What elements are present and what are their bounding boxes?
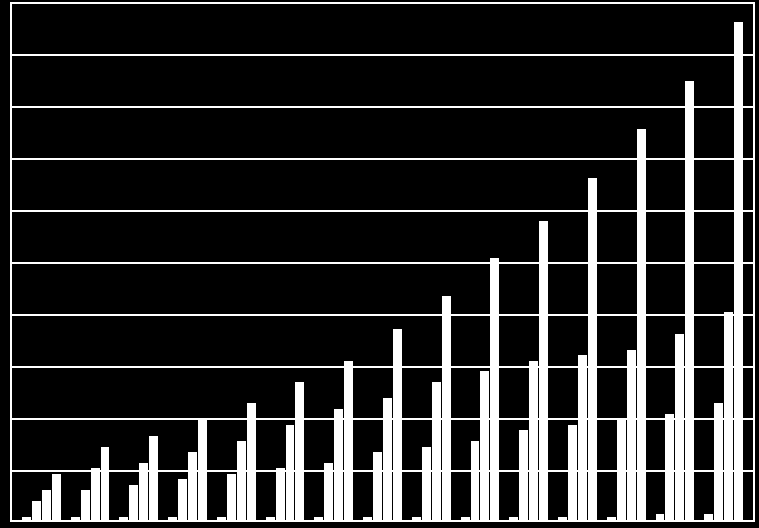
gridline (10, 106, 755, 108)
bar (568, 425, 577, 522)
bar (714, 403, 723, 522)
bar (42, 490, 51, 522)
bar (675, 334, 684, 522)
bar (198, 418, 207, 522)
bar (519, 430, 528, 522)
bar (276, 468, 285, 522)
bar (383, 398, 392, 522)
bar (227, 474, 236, 522)
bar-chart (0, 0, 759, 528)
bar (119, 517, 128, 522)
bar (334, 409, 343, 522)
bar (237, 441, 246, 522)
y-axis-left (10, 2, 12, 522)
bar (393, 329, 402, 522)
bar (412, 517, 421, 522)
bar (656, 514, 665, 522)
bar (363, 517, 372, 522)
bar (168, 517, 177, 522)
bar (734, 22, 743, 522)
bar (529, 361, 538, 522)
bar (188, 452, 197, 522)
bar (314, 517, 323, 522)
bar (617, 420, 626, 522)
bar (91, 468, 100, 522)
bar (480, 371, 489, 522)
bar (607, 517, 616, 522)
bar (247, 403, 256, 522)
bar (432, 382, 441, 522)
bar (286, 425, 295, 522)
bar (81, 490, 90, 522)
bar (422, 447, 431, 522)
bar (442, 296, 451, 522)
bar (461, 517, 470, 522)
bar (588, 178, 597, 522)
bar (637, 129, 646, 522)
bar (724, 312, 733, 522)
bar (217, 517, 226, 522)
bar (704, 514, 713, 522)
plot-area (10, 2, 755, 522)
gridline (10, 2, 755, 4)
bar (324, 463, 333, 522)
bar (266, 517, 275, 522)
bar (509, 517, 518, 522)
bar (627, 350, 636, 522)
y-axis-right (753, 2, 755, 522)
bar (22, 517, 31, 522)
bar (373, 452, 382, 522)
bar (558, 517, 567, 522)
bar (32, 501, 41, 522)
bar (139, 463, 148, 522)
bar (539, 221, 548, 522)
bar (685, 81, 694, 522)
bar (101, 447, 110, 522)
bar (665, 414, 674, 522)
bar (471, 441, 480, 522)
bar (129, 485, 138, 522)
bar (52, 474, 61, 522)
bar (295, 382, 304, 522)
bar (149, 436, 158, 522)
bar (490, 258, 499, 522)
bar (178, 479, 187, 522)
bar (578, 355, 587, 522)
bar (344, 361, 353, 522)
gridline (10, 54, 755, 56)
bar (71, 517, 80, 522)
